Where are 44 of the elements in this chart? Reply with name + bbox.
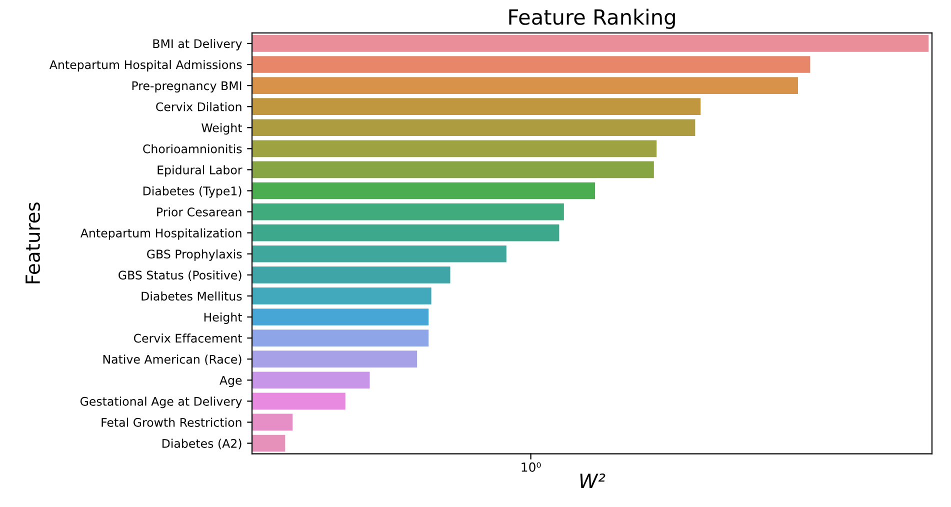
y-tick-label: GBS Status (Positive) xyxy=(118,270,242,281)
y-axis-title: Features xyxy=(26,202,40,284)
y-tick-label: Weight xyxy=(202,123,242,135)
bar xyxy=(252,119,696,136)
y-tick-label: Epidural Labor xyxy=(158,165,242,177)
y-tick-label: Chorioamnionitis xyxy=(143,144,242,154)
bar xyxy=(252,392,346,410)
bar xyxy=(252,372,370,389)
bar xyxy=(252,414,293,431)
bar xyxy=(252,77,798,94)
bar xyxy=(252,203,564,220)
bar xyxy=(252,182,596,200)
bar xyxy=(252,434,286,452)
y-tick-label: Pre-pregnancy BMI xyxy=(132,81,242,92)
y-tick-label: Native American (Race) xyxy=(103,354,242,366)
bar xyxy=(252,224,560,242)
y-tick-label: Fetal Growth Restriction xyxy=(102,418,242,427)
y-tick-label: Antepartum Hospitalization xyxy=(80,228,242,240)
bar xyxy=(252,140,657,158)
bar xyxy=(252,330,429,346)
y-tick-label: Diabetes (A2) xyxy=(162,438,242,450)
y-tick-label: Prior Cesarean xyxy=(157,207,242,216)
bar xyxy=(252,35,929,52)
bar xyxy=(252,350,418,368)
y-tick-label: BMI at Delivery xyxy=(153,38,242,50)
bar xyxy=(252,266,450,284)
bar xyxy=(252,98,701,116)
y-tick-label: Height xyxy=(204,312,242,324)
y-tick-label: Gestational Age at Delivery xyxy=(80,396,242,408)
bar xyxy=(252,308,429,326)
bar xyxy=(252,245,506,262)
y-tick-label: Antepartum Hospital Admissions xyxy=(49,60,242,72)
bar xyxy=(252,288,432,304)
y-tick-label: Diabetes (Type1) xyxy=(143,186,242,198)
y-tick-label: GBS Prophylaxis xyxy=(147,249,242,261)
chart-title: Feature Ranking xyxy=(509,8,675,29)
y-tick-label: Cervix Effacement xyxy=(134,334,242,343)
y-tick-label: Age xyxy=(220,376,242,388)
bar xyxy=(252,161,654,178)
bar xyxy=(252,56,810,73)
y-tick-label: Cervix Dilation xyxy=(156,102,242,112)
text: 10⁰ xyxy=(522,462,541,472)
x-axis-title: W² xyxy=(580,474,606,488)
y-tick-label: Diabetes Mellitus xyxy=(142,291,242,301)
